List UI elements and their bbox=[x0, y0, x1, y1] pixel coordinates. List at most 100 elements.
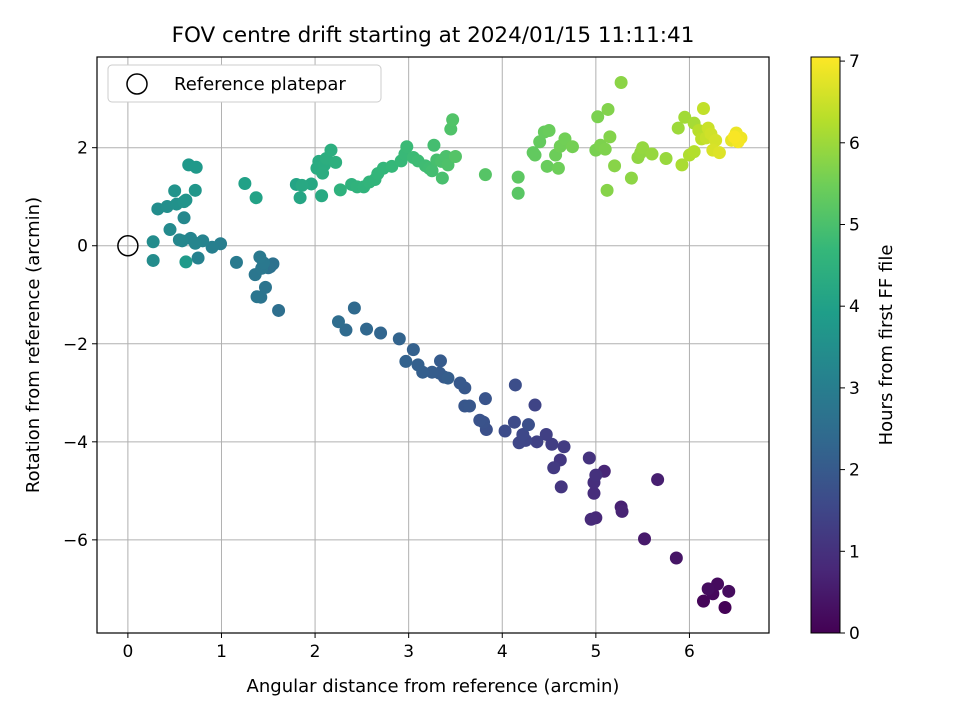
colorbar-tick-label: 6 bbox=[849, 134, 860, 154]
y-tick-label: −2 bbox=[63, 335, 88, 355]
colorbar-ticks: 0 1 2 3 4 5 6 7 bbox=[840, 52, 860, 644]
colorbar-tick-label: 4 bbox=[849, 297, 860, 317]
y-tick-label: 2 bbox=[77, 139, 88, 159]
data-point bbox=[614, 75, 628, 89]
data-point bbox=[600, 183, 614, 197]
data-point bbox=[163, 223, 177, 237]
data-point bbox=[530, 435, 544, 449]
chart-title: FOV centre drift starting at 2024/01/15 … bbox=[172, 23, 695, 48]
data-point bbox=[709, 133, 723, 147]
data-point bbox=[324, 143, 338, 157]
data-point bbox=[293, 191, 307, 205]
x-axis-ticks: 0 1 2 3 4 5 6 bbox=[122, 633, 695, 662]
data-point bbox=[551, 161, 565, 175]
data-point bbox=[671, 121, 685, 135]
data-point bbox=[521, 418, 535, 432]
data-point bbox=[539, 427, 553, 441]
data-point bbox=[712, 146, 726, 160]
data-point bbox=[516, 427, 530, 441]
data-point bbox=[696, 594, 710, 608]
data-point bbox=[453, 376, 467, 390]
data-point bbox=[250, 290, 264, 304]
data-point bbox=[638, 532, 652, 546]
data-point bbox=[624, 171, 638, 185]
data-point bbox=[696, 101, 710, 115]
data-point bbox=[463, 399, 477, 413]
data-point bbox=[146, 253, 160, 267]
data-point bbox=[701, 582, 715, 596]
x-tick-label: 5 bbox=[590, 642, 601, 662]
data-point bbox=[331, 315, 345, 329]
data-point bbox=[651, 473, 665, 487]
data-point bbox=[557, 440, 571, 454]
data-point bbox=[329, 155, 343, 169]
colorbar-tick-label: 1 bbox=[849, 542, 860, 562]
colorbar-tick-label: 3 bbox=[849, 379, 860, 399]
data-point bbox=[360, 322, 374, 336]
data-point bbox=[347, 301, 361, 315]
colorbar-label: Hours from first FF file bbox=[876, 245, 897, 446]
data-point bbox=[675, 158, 689, 172]
x-tick-label: 3 bbox=[403, 642, 414, 662]
data-point bbox=[399, 354, 413, 368]
x-tick-label: 4 bbox=[497, 642, 508, 662]
x-axis-label: Angular distance from reference (arcmin) bbox=[247, 676, 620, 697]
data-point bbox=[339, 323, 353, 337]
data-point bbox=[511, 186, 525, 200]
legend-box bbox=[107, 64, 382, 103]
data-point bbox=[258, 280, 272, 294]
data-point bbox=[582, 451, 596, 465]
data-point bbox=[406, 343, 420, 357]
colorbar-tick-label: 2 bbox=[849, 461, 860, 481]
data-point bbox=[636, 141, 650, 155]
x-tick-label: 0 bbox=[122, 642, 133, 662]
y-tick-label: −6 bbox=[63, 531, 88, 551]
colorbar-tick-label: 5 bbox=[849, 215, 860, 235]
data-point bbox=[400, 140, 414, 154]
data-point bbox=[598, 142, 612, 156]
data-point bbox=[722, 584, 736, 598]
data-point bbox=[188, 183, 202, 197]
data-point bbox=[177, 211, 191, 225]
data-point bbox=[507, 415, 521, 429]
data-point bbox=[433, 354, 447, 368]
data-point bbox=[669, 551, 683, 565]
data-point bbox=[528, 398, 542, 412]
data-point bbox=[392, 332, 406, 346]
data-point bbox=[295, 178, 309, 192]
data-point bbox=[448, 150, 462, 164]
data-point bbox=[179, 255, 193, 269]
reference-platepar-marker bbox=[117, 234, 139, 257]
x-tick-label: 6 bbox=[684, 642, 695, 662]
data-point bbox=[540, 159, 554, 173]
data-point bbox=[601, 102, 615, 116]
data-point bbox=[238, 176, 252, 190]
legend-label: Reference platepar bbox=[174, 74, 346, 95]
data-point bbox=[146, 235, 160, 249]
data-point bbox=[511, 170, 525, 184]
data-point bbox=[446, 113, 460, 127]
data-point bbox=[615, 504, 629, 518]
grid bbox=[97, 57, 769, 633]
data-point bbox=[478, 392, 492, 406]
data-point bbox=[425, 164, 439, 178]
data-point bbox=[272, 303, 286, 317]
y-tick-label: 0 bbox=[77, 237, 88, 257]
data-point bbox=[473, 413, 487, 427]
data-point bbox=[374, 326, 388, 340]
data-point bbox=[498, 424, 512, 438]
data-point bbox=[427, 138, 441, 152]
data-point bbox=[687, 145, 701, 159]
colorbar-tick-label: 7 bbox=[849, 52, 860, 72]
data-point bbox=[249, 191, 263, 205]
data-point bbox=[645, 147, 659, 161]
data-point bbox=[554, 480, 568, 494]
data-point bbox=[253, 250, 267, 264]
data-point bbox=[565, 140, 579, 154]
data-point bbox=[591, 110, 605, 124]
x-tick-label: 2 bbox=[310, 642, 321, 662]
data-point bbox=[533, 135, 547, 149]
colorbar-gradient bbox=[810, 56, 841, 634]
